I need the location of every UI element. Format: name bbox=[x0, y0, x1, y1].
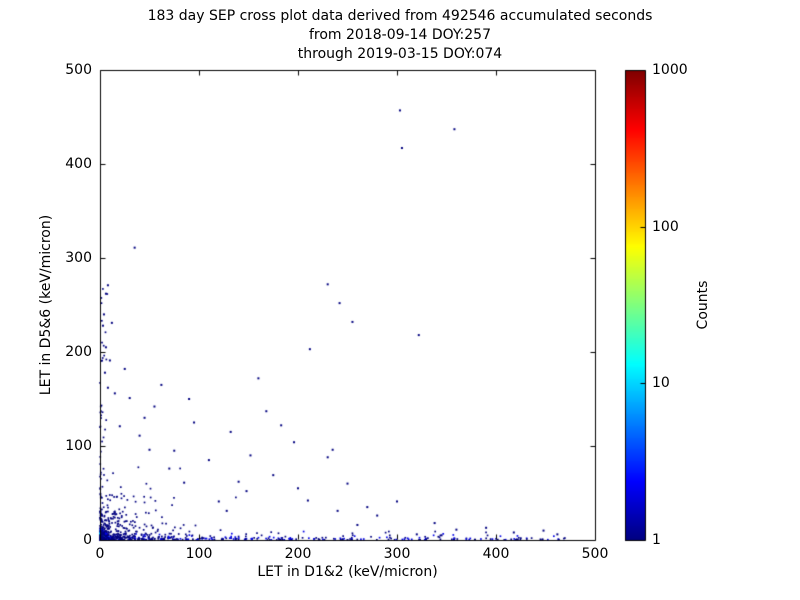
y-axis-label: LET in D5&6 (keV/micron) bbox=[38, 214, 54, 396]
x-tick-label: 100 bbox=[185, 546, 213, 562]
chart-title-line3: through 2019-03-15 DOY:074 bbox=[297, 46, 503, 62]
chart-title-line1: 183 day SEP cross plot data derived from… bbox=[147, 8, 653, 24]
x-axis-label: LET in D1&2 (keV/micron) bbox=[257, 564, 438, 580]
colorbar-label: Counts bbox=[695, 280, 711, 330]
colorbar-tick-label: 100 bbox=[652, 218, 679, 235]
y-tick-label: 200 bbox=[65, 344, 92, 360]
chart-title: 183 day SEP cross plot data derived from… bbox=[0, 7, 800, 64]
colorbar-tick-label: 1 bbox=[652, 532, 661, 548]
y-tick-label: 100 bbox=[65, 438, 92, 454]
x-tick-label: 200 bbox=[284, 546, 312, 562]
y-tick-label: 0 bbox=[83, 532, 92, 548]
y-tick-label: 300 bbox=[65, 250, 92, 266]
colorbar-tick-label: 10 bbox=[652, 375, 670, 392]
x-tick-label: 500 bbox=[581, 546, 609, 562]
y-tick-label: 500 bbox=[65, 62, 92, 78]
x-tick-label: 0 bbox=[95, 546, 105, 562]
x-tick-label: 400 bbox=[482, 546, 510, 562]
colorbar-tick-label: 1000 bbox=[652, 62, 688, 78]
y-tick-label: 400 bbox=[65, 156, 92, 172]
x-tick-label: 300 bbox=[383, 546, 411, 562]
chart-title-line2: from 2018-09-14 DOY:257 bbox=[308, 27, 491, 43]
